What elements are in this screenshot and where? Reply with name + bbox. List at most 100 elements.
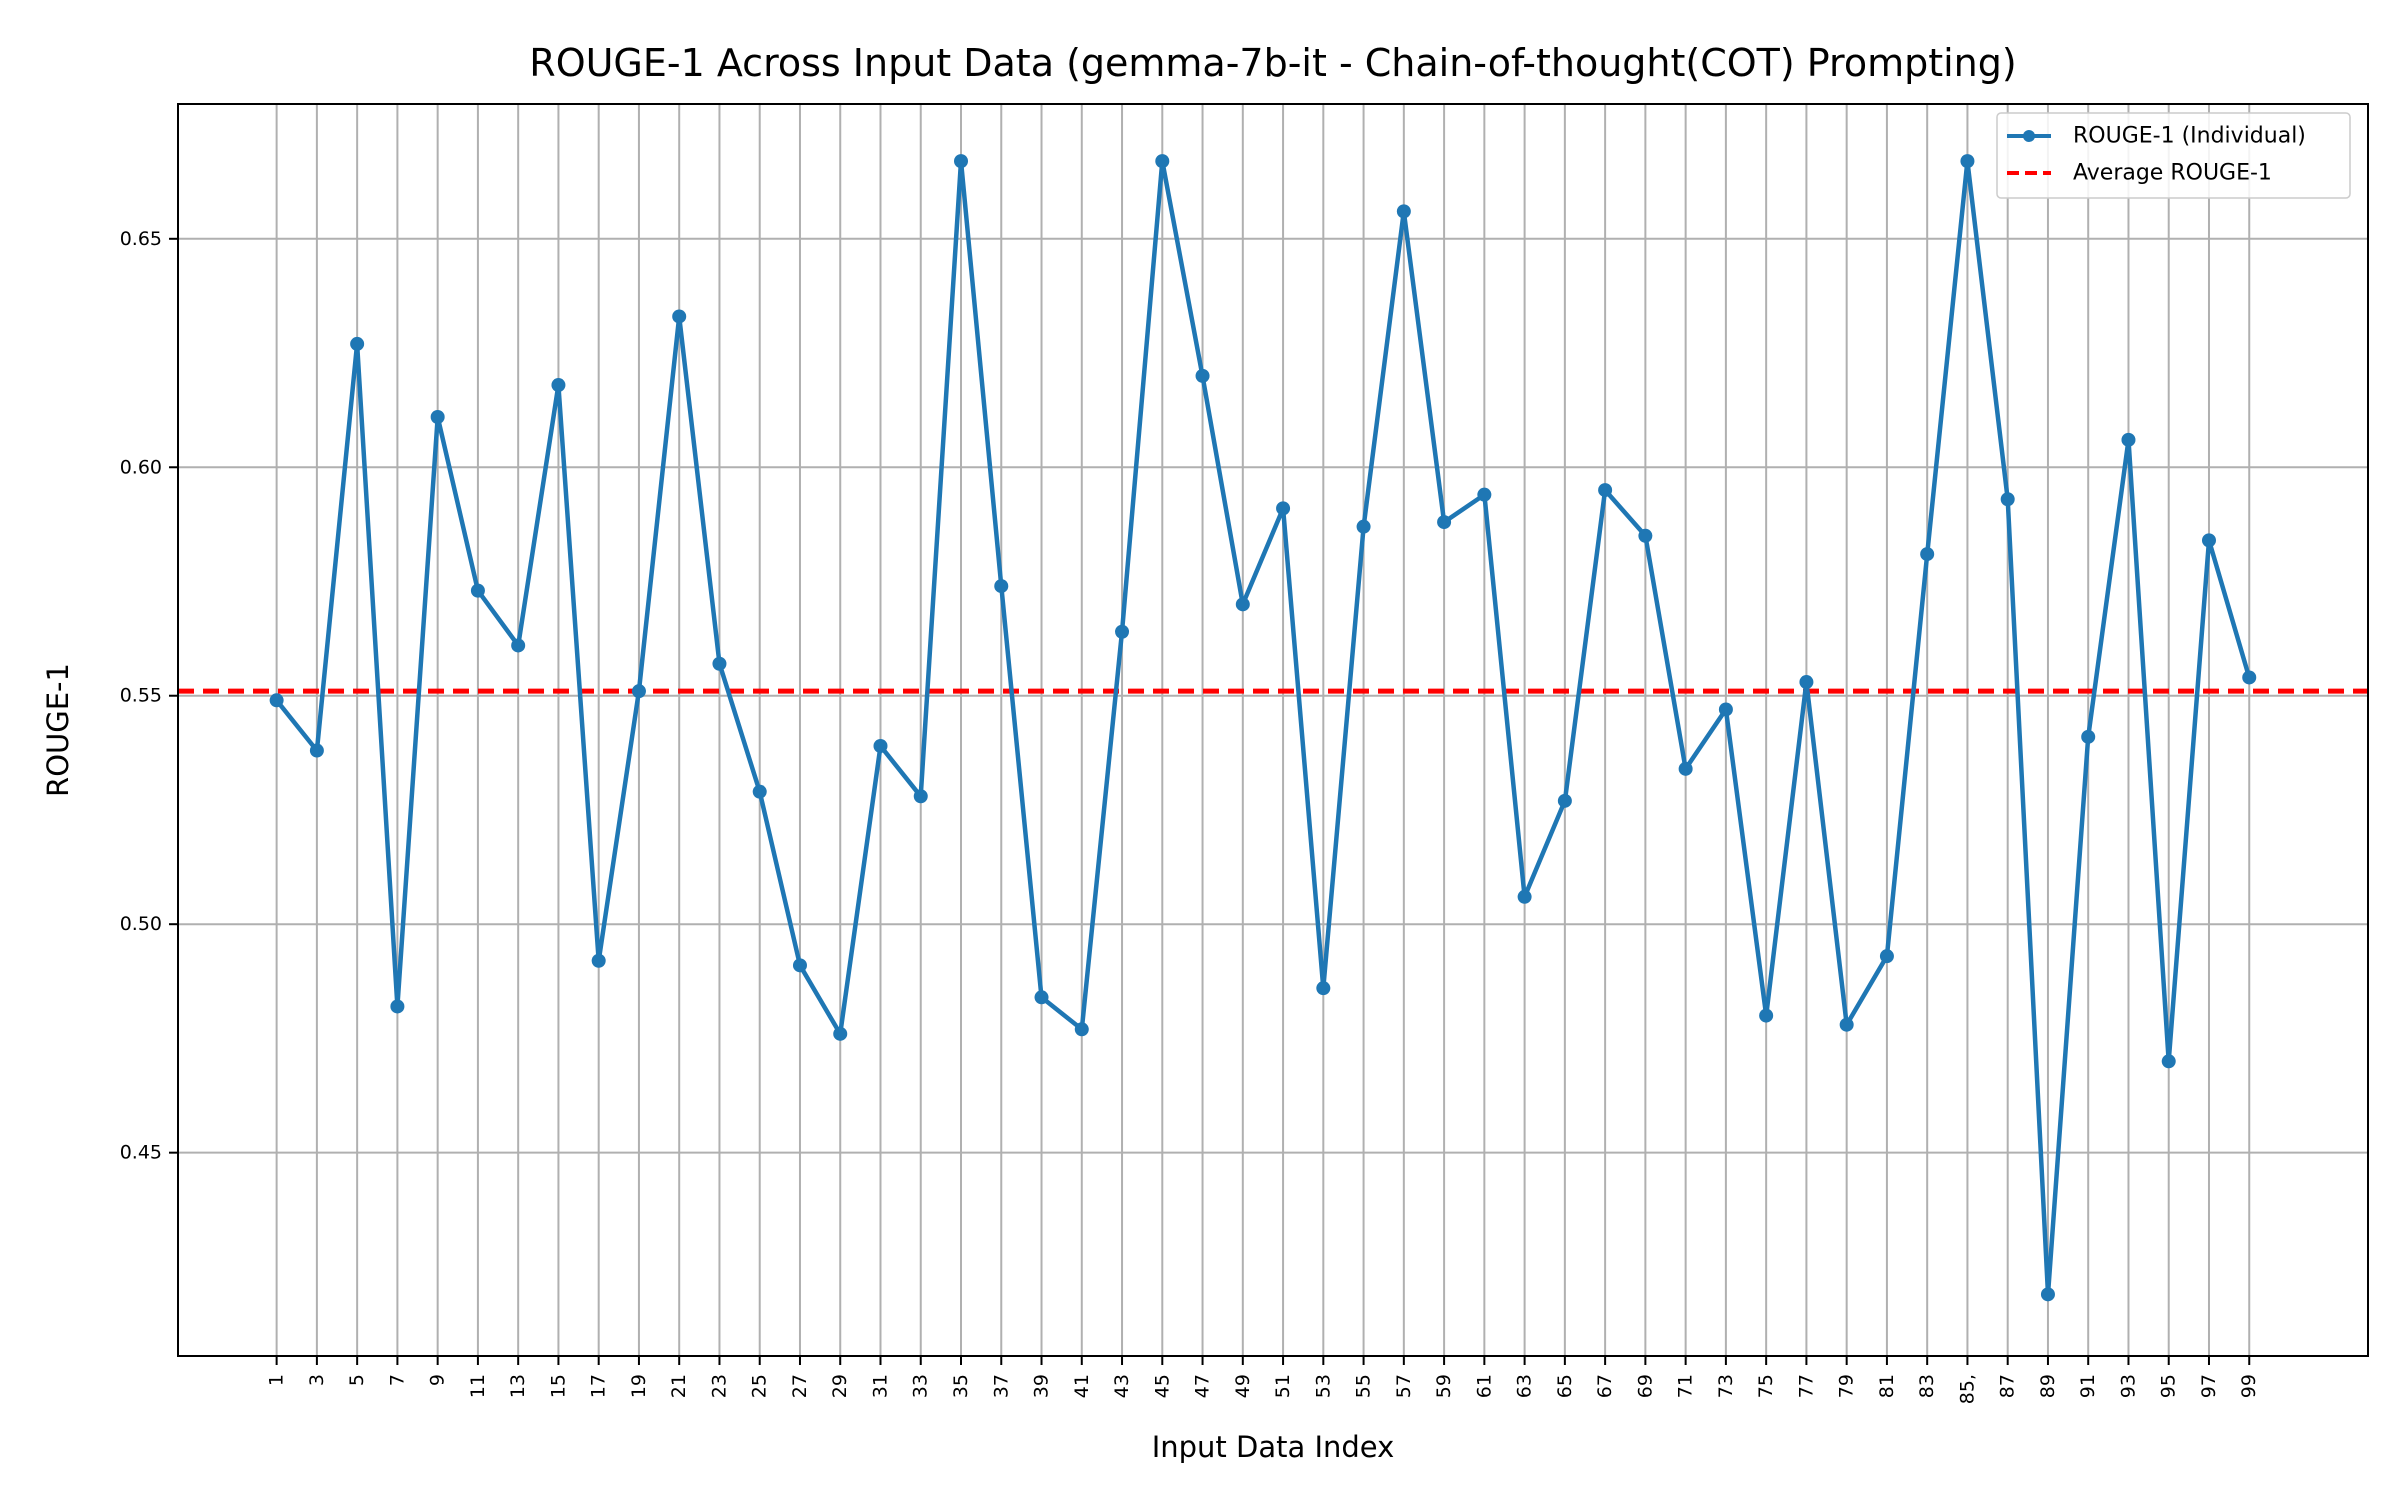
plot-frame xyxy=(177,103,2369,1357)
data-point xyxy=(2040,1287,2055,1302)
data-point xyxy=(1155,154,1170,169)
x-tick-label: 31 xyxy=(869,1374,891,1398)
x-tick-label: 43 xyxy=(1111,1374,1133,1398)
x-tick-label: 37 xyxy=(990,1374,1012,1398)
x-tick-label: 41 xyxy=(1071,1374,1093,1398)
data-point xyxy=(873,738,888,753)
data-point xyxy=(350,336,365,351)
legend-label-average: Average ROUGE-1 xyxy=(2073,161,2272,186)
data-point xyxy=(1759,1008,1774,1023)
x-tick-label: 51 xyxy=(1272,1374,1294,1398)
x-tick-label: 79 xyxy=(1836,1374,1858,1398)
data-point xyxy=(309,743,324,758)
data-point xyxy=(1960,154,1975,169)
data-point xyxy=(470,583,485,598)
data-point xyxy=(551,378,566,393)
y-axis-label: ROUGE-1 xyxy=(41,663,75,797)
data-point xyxy=(1839,1017,1854,1032)
data-point xyxy=(269,693,284,708)
x-tick-label: 27 xyxy=(789,1374,811,1398)
data-point xyxy=(1557,793,1572,808)
data-point xyxy=(792,958,807,973)
data-point xyxy=(1920,547,1935,562)
data-point xyxy=(591,953,606,968)
x-tick-label: 21 xyxy=(668,1374,690,1398)
x-tick-label: 13 xyxy=(507,1374,529,1398)
data-point xyxy=(2201,533,2216,548)
x-tick-label: 55 xyxy=(1353,1374,1375,1398)
data-point xyxy=(2000,492,2015,507)
x-tick-label: 77 xyxy=(1795,1374,1817,1398)
x-tick-label: 71 xyxy=(1675,1374,1697,1398)
data-point xyxy=(1034,990,1049,1005)
x-tick-label: 97 xyxy=(2198,1374,2220,1398)
x-tick-label: 85, xyxy=(1956,1374,1978,1404)
x-tick-label: 69 xyxy=(1634,1374,1656,1398)
x-tick-label: 75 xyxy=(1755,1374,1777,1398)
data-point xyxy=(1718,702,1733,717)
series-line xyxy=(274,158,2252,1297)
x-tick-label: 23 xyxy=(708,1374,730,1398)
data-point xyxy=(1879,949,1894,964)
data-point xyxy=(1598,483,1613,498)
x-tick-label: 89 xyxy=(2037,1374,2059,1398)
x-tick-label: 95 xyxy=(2158,1374,2180,1398)
legend-marker-individual xyxy=(2023,130,2035,142)
x-tick-label: 59 xyxy=(1433,1374,1455,1398)
data-point xyxy=(2121,432,2136,447)
x-tick-label: 25 xyxy=(749,1374,771,1398)
x-tick-label: 9 xyxy=(427,1374,449,1386)
series-layer xyxy=(269,154,2257,1302)
y-tick-label: 0.50 xyxy=(120,913,162,935)
data-point xyxy=(1437,515,1452,530)
y-tick-label: 0.60 xyxy=(120,456,162,478)
x-tick-label: 29 xyxy=(829,1374,851,1398)
x-tick-label: 91 xyxy=(2077,1374,2099,1398)
x-tick-label: 63 xyxy=(1514,1374,1536,1398)
data-point xyxy=(390,999,405,1014)
x-tick-label: 93 xyxy=(2117,1374,2139,1398)
legend-box xyxy=(1996,112,2351,199)
data-point xyxy=(752,784,767,799)
data-point xyxy=(2242,670,2257,685)
x-tick-label: 39 xyxy=(1031,1374,1053,1398)
x-tick-label: 81 xyxy=(1876,1374,1898,1398)
x-tick-label: 35 xyxy=(950,1374,972,1398)
x-tick-label: 53 xyxy=(1312,1374,1334,1398)
data-point xyxy=(1115,624,1130,639)
y-tick-label: 0.55 xyxy=(120,685,162,707)
legend: ROUGE-1 (Individual) Average ROUGE-1 xyxy=(1996,112,2351,199)
chart-title: ROUGE-1 Across Input Data (gemma-7b-it -… xyxy=(529,41,2016,85)
y-tick-label: 0.65 xyxy=(120,228,162,250)
data-point xyxy=(511,638,526,653)
legend-label-individual: ROUGE-1 (Individual) xyxy=(2073,124,2306,149)
data-point xyxy=(1638,528,1653,543)
data-point xyxy=(833,1026,848,1041)
data-point xyxy=(1477,487,1492,502)
data-point xyxy=(1195,368,1210,383)
x-tick-label: 17 xyxy=(588,1374,610,1398)
data-point xyxy=(1799,675,1814,690)
x-tick-label: 83 xyxy=(1916,1374,1938,1398)
x-tick-label: 11 xyxy=(467,1374,489,1398)
x-tick-label: 73 xyxy=(1715,1374,1737,1398)
data-point xyxy=(1074,1022,1089,1037)
data-point xyxy=(1316,981,1331,996)
data-point xyxy=(430,410,445,424)
data-point xyxy=(1396,204,1411,219)
data-point xyxy=(1235,597,1250,612)
x-tick-label: 33 xyxy=(910,1374,932,1398)
grid xyxy=(178,104,2368,1356)
x-tick-label: 61 xyxy=(1473,1374,1495,1398)
x-tick-label: 47 xyxy=(1192,1374,1214,1398)
data-point xyxy=(672,309,687,324)
x-tick-label: 7 xyxy=(386,1374,408,1386)
x-tick-label: 19 xyxy=(628,1374,650,1398)
data-point xyxy=(631,684,646,699)
data-point xyxy=(913,789,928,804)
data-point xyxy=(994,579,1009,594)
x-tick-label: 5 xyxy=(346,1374,368,1386)
data-point xyxy=(954,154,969,169)
